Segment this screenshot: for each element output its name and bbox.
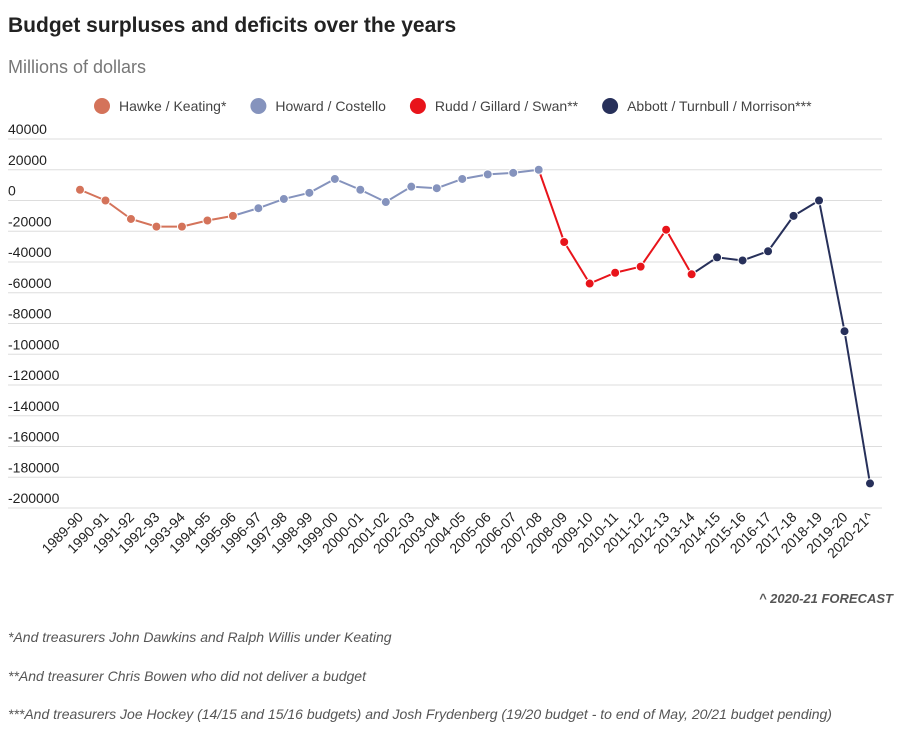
point bbox=[100, 195, 111, 206]
chart-subtitle: Millions of dollars bbox=[8, 57, 146, 77]
point bbox=[176, 221, 187, 232]
point bbox=[125, 213, 136, 224]
point bbox=[380, 197, 391, 208]
series-line bbox=[563, 227, 693, 285]
connector bbox=[691, 256, 718, 276]
point bbox=[559, 237, 570, 248]
point bbox=[151, 221, 162, 232]
point bbox=[635, 261, 646, 272]
point bbox=[814, 195, 825, 206]
y-tick-label: 40000 bbox=[8, 121, 47, 137]
point bbox=[431, 183, 442, 194]
point bbox=[763, 246, 774, 257]
point bbox=[737, 255, 748, 266]
legend-label: Hawke / Keating* bbox=[119, 98, 227, 114]
legend-swatch bbox=[602, 98, 619, 114]
series-line bbox=[258, 168, 539, 210]
legend-label: Rudd / Gillard / Swan** bbox=[435, 98, 579, 114]
connector bbox=[537, 169, 566, 243]
point bbox=[329, 173, 340, 184]
point bbox=[584, 278, 595, 289]
legend-swatch bbox=[409, 98, 426, 114]
point bbox=[533, 164, 544, 175]
point bbox=[482, 169, 493, 180]
point bbox=[865, 478, 875, 489]
point bbox=[253, 203, 264, 214]
point bbox=[75, 184, 85, 195]
footnote: *And treasurers John Dawkins and Ralph W… bbox=[8, 629, 392, 645]
point bbox=[610, 267, 621, 278]
series-line bbox=[716, 198, 871, 484]
y-tick-label: -140000 bbox=[8, 398, 60, 414]
footnote: **And treasurer Chris Bowen who did not … bbox=[8, 668, 367, 684]
point bbox=[712, 252, 723, 263]
point bbox=[661, 224, 672, 235]
point bbox=[839, 326, 850, 337]
legend-swatch bbox=[250, 98, 267, 114]
point bbox=[686, 269, 697, 280]
y-tick-label: -80000 bbox=[8, 306, 52, 322]
point bbox=[355, 184, 366, 195]
y-tick-label: -60000 bbox=[8, 275, 52, 291]
point bbox=[508, 167, 519, 178]
point bbox=[406, 181, 417, 192]
point bbox=[304, 187, 315, 198]
y-tick-label: -180000 bbox=[8, 459, 60, 475]
chart-title: Budget surpluses and deficits over the y… bbox=[8, 14, 456, 37]
y-tick-label: 20000 bbox=[8, 152, 47, 168]
y-tick-label: -20000 bbox=[8, 213, 52, 229]
legend-swatch bbox=[94, 98, 110, 114]
y-tick-label: -200000 bbox=[8, 490, 60, 506]
y-tick-label: -120000 bbox=[8, 367, 60, 383]
point bbox=[227, 210, 238, 221]
footnote: ***And treasurers Joe Hockey (14/15 and … bbox=[8, 706, 832, 722]
y-tick-label: -40000 bbox=[8, 244, 52, 260]
annotation: ^ 2020-21 FORECAST bbox=[759, 591, 894, 606]
point bbox=[457, 173, 468, 184]
y-tick-label: -100000 bbox=[8, 336, 60, 352]
point bbox=[788, 210, 799, 221]
point bbox=[202, 215, 213, 226]
y-tick-label: 0 bbox=[8, 183, 16, 199]
point bbox=[278, 193, 289, 204]
legend-label: Howard / Costello bbox=[275, 98, 386, 114]
legend-label: Abbott / Turnbull / Morrison*** bbox=[627, 98, 812, 114]
y-tick-label: -160000 bbox=[8, 429, 60, 445]
